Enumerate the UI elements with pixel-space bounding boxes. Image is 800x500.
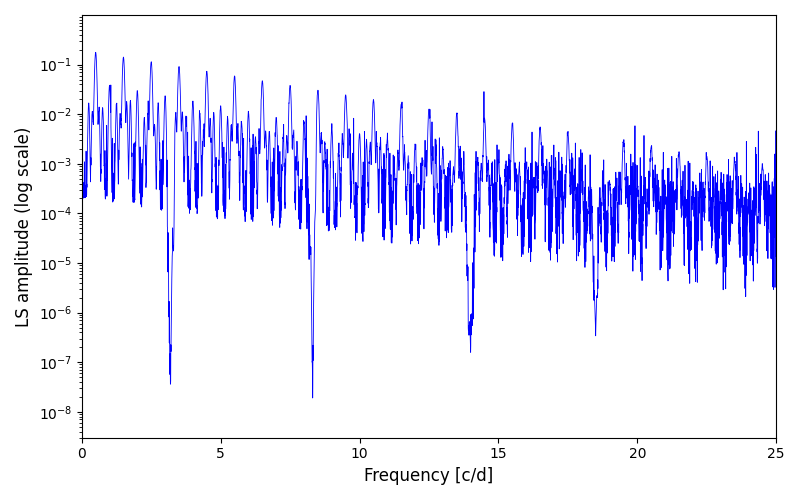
Y-axis label: LS amplitude (log scale): LS amplitude (log scale) bbox=[15, 126, 33, 326]
X-axis label: Frequency [c/d]: Frequency [c/d] bbox=[364, 467, 494, 485]
